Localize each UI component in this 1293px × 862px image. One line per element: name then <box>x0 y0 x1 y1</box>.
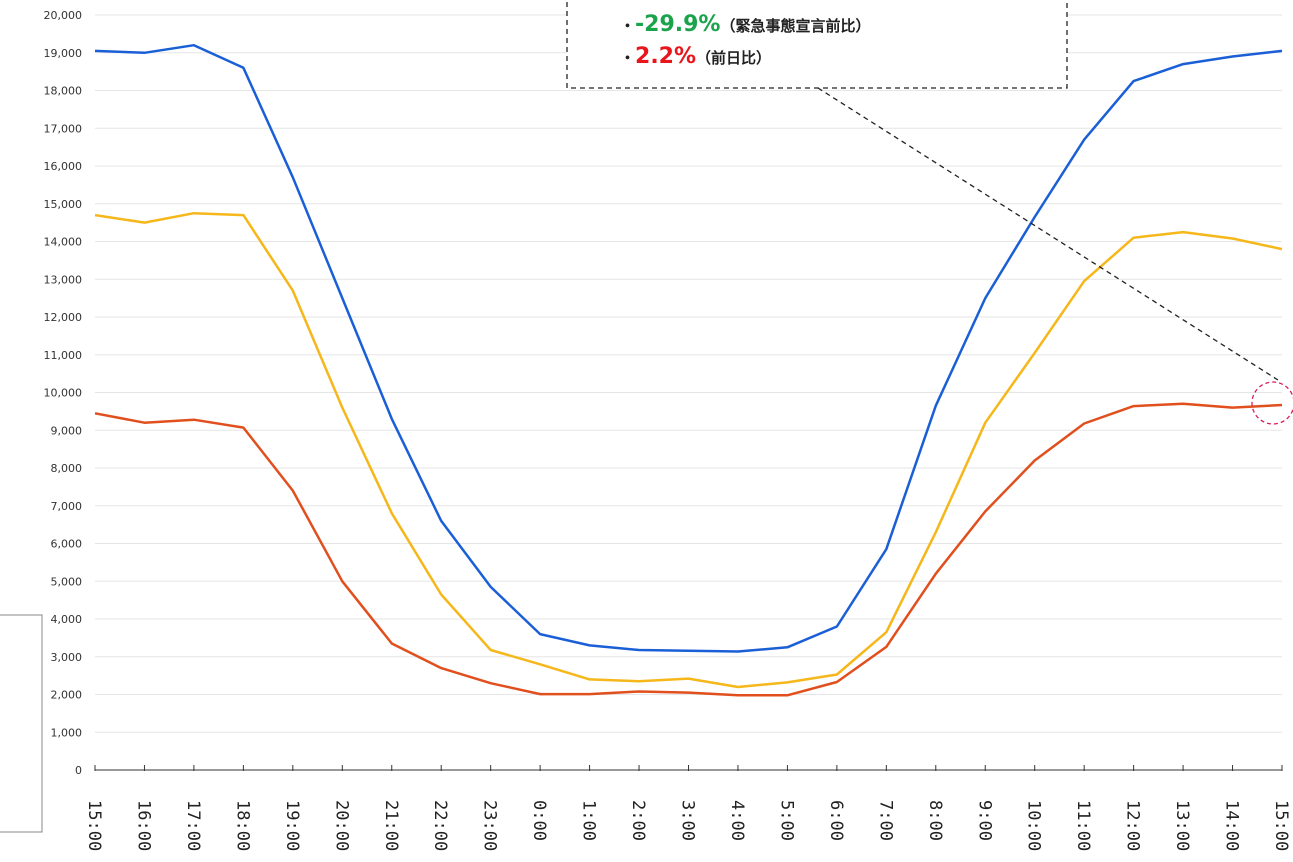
series-line-1 <box>94 211 1283 689</box>
x-tick-label-4: 19:00 <box>282 800 302 851</box>
y-tick-label-13: 13,000 <box>44 273 83 286</box>
y-tick-label-19: 19,000 <box>44 47 83 60</box>
y-tick-label-1: 1,000 <box>51 726 83 739</box>
y-tick-label-16: 16,000 <box>44 160 83 173</box>
callout-border <box>566 0 1068 89</box>
y-tick-label-10: 10,000 <box>44 387 83 400</box>
callout-line-2: ・2.2%（前日比） <box>620 44 771 69</box>
callout-suffix-1: （緊急事態宣言前比） <box>720 17 870 35</box>
x-tick-label-16: 7:00 <box>875 800 895 841</box>
highlight-circle <box>1251 381 1293 425</box>
callout-line-1: ・-29.9%（緊急事態宣言前比） <box>620 12 871 37</box>
y-tick-label-6: 6,000 <box>51 538 83 551</box>
series-line-0 <box>94 43 1283 653</box>
gridlines <box>95 14 1282 733</box>
y-tick-label-18: 18,000 <box>44 85 83 98</box>
callout-bullet-2: ・ <box>620 49 635 67</box>
x-tick-label-19: 10:00 <box>1024 800 1044 851</box>
x-tick-label-7: 22:00 <box>430 800 450 851</box>
x-tick-label-0: 15:00 <box>84 800 104 851</box>
x-tick-label-6: 21:00 <box>381 800 401 851</box>
x-axis: 15:00 16:00 17:00 18:00 19:00 20:00 21:00 22:00… <box>84 765 1291 851</box>
y-tick-label-5: 5,000 <box>51 575 83 588</box>
callout-leader-line <box>817 87 1279 381</box>
x-tick-label-8: 23:00 <box>480 800 500 851</box>
x-tick-label-15: 6:00 <box>826 800 846 841</box>
x-tick-label-22: 13:00 <box>1172 800 1192 851</box>
y-tick-label-4: 4,000 <box>51 613 83 626</box>
x-tick-label-12: 3:00 <box>678 800 698 841</box>
callout-bullet-1: ・ <box>620 17 635 35</box>
y-tick-label-12: 12,000 <box>44 311 83 324</box>
x-tick-label-10: 1:00 <box>579 800 599 841</box>
callout-box: ・-29.9%（緊急事態宣言前比） ・2.2%（前日比） <box>566 0 1068 89</box>
y-tick-label-11: 11,000 <box>44 349 83 362</box>
x-tick-label-21: 12:00 <box>1123 800 1143 851</box>
y-tick-label-9: 9,000 <box>51 424 83 437</box>
x-tick-label-23: 14:00 <box>1222 800 1242 851</box>
x-tick-label-18: 9:00 <box>974 800 994 841</box>
x-tick-label-20: 11:00 <box>1073 800 1093 851</box>
series-lines <box>94 43 1283 697</box>
y-tick-label-20: 20,000 <box>44 9 83 22</box>
y-tick-label-15: 15,000 <box>44 198 83 211</box>
y-axis-ticks: 0 1,000 2,000 3,000 4,000 5,000 6,000 7,000 8,00… <box>44 9 83 777</box>
y-tick-label-2: 2,000 <box>51 689 83 702</box>
x-tick-label-13: 4:00 <box>727 800 747 841</box>
y-tick-label-14: 14,000 <box>44 236 83 249</box>
x-tick-label-2: 17:00 <box>183 800 203 851</box>
x-tick-label-11: 2:00 <box>628 800 648 841</box>
y-tick-label-0: 0 <box>75 764 82 777</box>
x-tick-label-3: 18:00 <box>232 800 252 851</box>
x-tick-label-1: 16:00 <box>133 800 153 851</box>
x-tick-label-5: 20:00 <box>331 800 351 851</box>
callout-suffix-2: （前日比） <box>696 49 771 67</box>
y-tick-label-7: 7,000 <box>51 500 83 513</box>
series-line-2 <box>94 402 1283 697</box>
x-tick-label-24: 15:00 <box>1271 800 1291 851</box>
y-tick-label-3: 3,000 <box>51 651 83 664</box>
x-tick-label-17: 8:00 <box>925 800 945 841</box>
callout-value-2: 2.2% <box>635 44 696 69</box>
callout-value-1: -29.9% <box>635 12 720 37</box>
legend-box-fragment <box>0 614 43 833</box>
y-tick-label-8: 8,000 <box>51 462 83 475</box>
x-tick-label-9: 0:00 <box>529 800 549 841</box>
x-tick-label-14: 5:00 <box>776 800 796 841</box>
y-tick-label-17: 17,000 <box>44 122 83 135</box>
